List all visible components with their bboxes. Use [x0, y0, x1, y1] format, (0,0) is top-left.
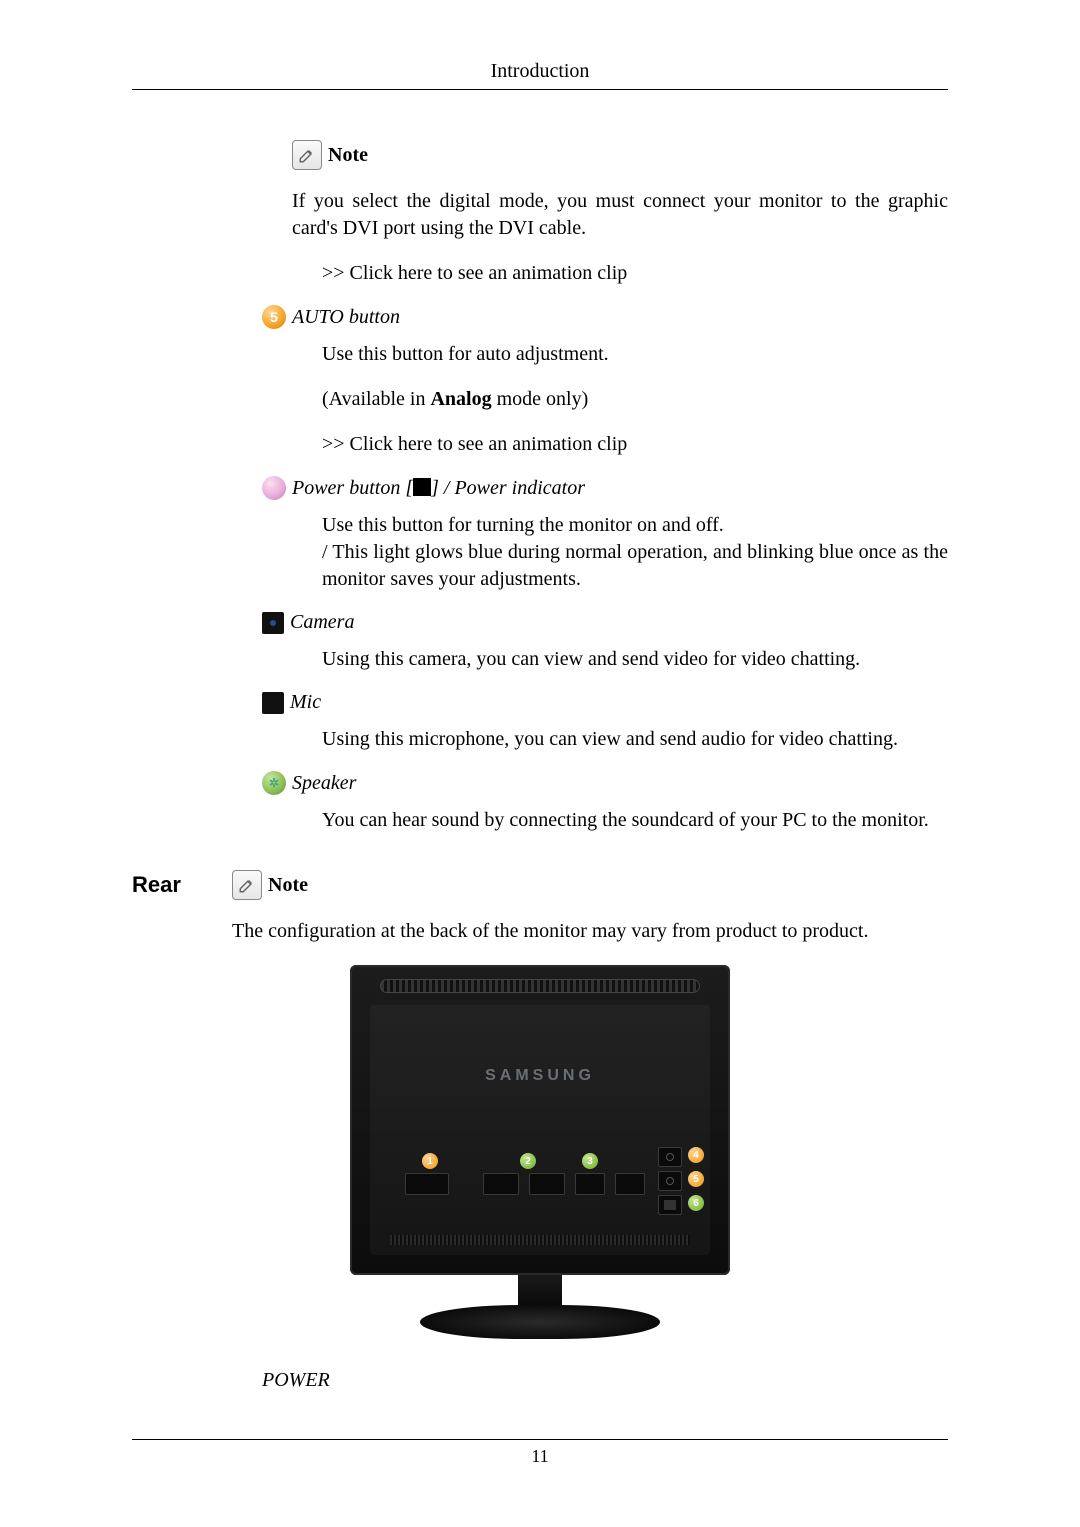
- monitor-bezel: SAMSUNG 1 2 3: [350, 965, 730, 1275]
- mic-desc: Using this microphone, you can view and …: [292, 726, 948, 753]
- monitor-stand: [420, 1305, 660, 1339]
- auto-desc: Use this button for auto adjustment.: [292, 341, 948, 368]
- pencil-note-icon: [232, 870, 262, 900]
- monitor-illustration: SAMSUNG 1 2 3: [350, 965, 730, 1339]
- callout-1: 1: [422, 1153, 438, 1169]
- bullet-speaker-icon: ✲: [262, 771, 286, 795]
- port-row: [405, 1173, 645, 1195]
- rear-note-label: Note: [268, 874, 308, 897]
- usb-up-port: [615, 1173, 645, 1195]
- item-mic-row: Mic: [262, 691, 948, 714]
- dvi-port: [483, 1173, 519, 1195]
- power-desc: Use this button for turning the monitor …: [292, 512, 948, 593]
- footer: 11: [132, 1439, 948, 1467]
- jack-icon: [666, 1177, 674, 1185]
- rear-heading-col: Rear: [132, 852, 232, 914]
- rear-heading: Rear: [132, 872, 232, 898]
- camera-title: Camera: [290, 611, 354, 634]
- camera-desc: Using this camera, you can view and send…: [292, 646, 948, 673]
- auto-button-title: AUTO button: [292, 306, 400, 329]
- samsung-logo: SAMSUNG: [370, 1067, 710, 1085]
- power-port: [405, 1173, 449, 1195]
- item-speaker-row: ✲ Speaker: [262, 771, 948, 795]
- monitor-neck: [518, 1275, 562, 1305]
- callout-6: 6: [688, 1195, 704, 1211]
- audio-port: [575, 1173, 605, 1195]
- callout-3: 3: [582, 1153, 598, 1169]
- rear-content-col: Note: [232, 852, 948, 918]
- upper-indented-column: Note If you select the digital mode, you…: [292, 140, 948, 834]
- monitor-back-panel: SAMSUNG 1 2 3: [370, 1005, 710, 1255]
- rear-note-body: The configuration at the back of the mon…: [232, 918, 948, 945]
- side-port-1: [658, 1147, 682, 1167]
- side-ports: [658, 1147, 682, 1215]
- content-area: Note If you select the digital mode, you…: [132, 90, 948, 1392]
- pencil-icon: [238, 876, 256, 894]
- power-title-pre: Power button [: [292, 477, 413, 499]
- bullet-5-icon: 5: [262, 305, 286, 329]
- monitor-vent: [380, 979, 700, 993]
- avail-bold: Analog: [430, 388, 491, 410]
- speaker-desc: You can hear sound by connecting the sou…: [292, 807, 948, 834]
- item-auto-row: 5 AUTO button: [262, 305, 948, 329]
- item-camera-row: Camera: [262, 611, 948, 634]
- page-header-title: Introduction: [132, 60, 948, 90]
- bullet-camera-icon: [262, 612, 284, 634]
- power-square-icon: [413, 478, 431, 496]
- mic-title: Mic: [290, 691, 321, 714]
- side-port-3: [658, 1195, 682, 1215]
- usb-icon: [664, 1200, 676, 1210]
- avail-pre: (Available in: [322, 388, 430, 410]
- auto-availability: (Available in Analog mode only): [292, 386, 948, 413]
- power-title-post: ] / Power indicator: [431, 477, 585, 499]
- speaker-title: Speaker: [292, 772, 356, 795]
- animation-link-1[interactable]: >> Click here to see an animation clip: [292, 260, 948, 287]
- bottom-grille: [390, 1235, 690, 1245]
- callout-5: 5: [688, 1171, 704, 1187]
- item-power-row: Power button [ ] / Power indicator: [262, 476, 948, 500]
- speaker-glyph: ✲: [269, 776, 279, 790]
- callout-2: 2: [520, 1153, 536, 1169]
- page-number: 11: [531, 1446, 548, 1466]
- note-label: Note: [328, 144, 368, 167]
- avail-post: mode only): [492, 388, 589, 410]
- page: Introduction Note If you select the digi…: [0, 0, 1080, 1527]
- side-port-2: [658, 1171, 682, 1191]
- rear-section: Rear Note: [132, 852, 948, 918]
- pencil-note-icon: [292, 140, 322, 170]
- note-row: Note: [292, 140, 948, 170]
- note-body-text: If you select the digital mode, you must…: [292, 188, 948, 242]
- jack-icon: [666, 1153, 674, 1161]
- bullet-mic-icon: [262, 692, 284, 714]
- vga-port: [529, 1173, 565, 1195]
- power-section-label: POWER: [262, 1369, 948, 1392]
- power-button-title: Power button [ ] / Power indicator: [292, 477, 585, 500]
- rear-note-row: Note: [232, 870, 948, 900]
- callout-4: 4: [688, 1147, 704, 1163]
- animation-link-2[interactable]: >> Click here to see an animation clip: [292, 431, 948, 458]
- bullet-power-icon: [262, 476, 286, 500]
- pencil-icon: [298, 146, 316, 164]
- monitor-rear-figure: SAMSUNG 1 2 3: [350, 965, 730, 1339]
